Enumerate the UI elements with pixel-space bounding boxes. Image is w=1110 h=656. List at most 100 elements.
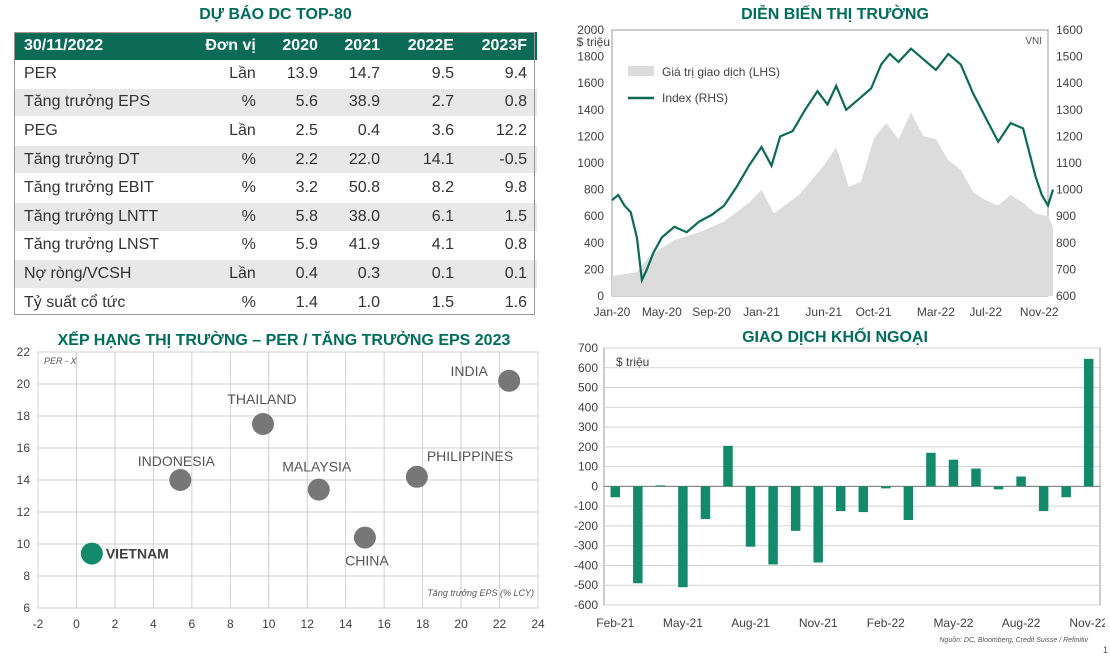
bubble-label: INDONESIA — [138, 453, 216, 469]
cell-label: Tăng trưởng LNTT — [14, 202, 188, 232]
right-tick-label: 1000 — [1056, 183, 1083, 197]
bubble-philippines — [405, 465, 428, 488]
right-tick-label: 800 — [1056, 236, 1076, 250]
foreign-bar — [813, 486, 823, 563]
cell-label: Tăng trưởng DT — [14, 145, 188, 175]
bubble-thailand — [252, 413, 274, 435]
left-tick-label: 2000 — [577, 23, 604, 37]
market-trend-chart: 0 200 400 600 800 1000 1200 1400 1600 1800 2000 600… — [577, 23, 1083, 319]
y-tick-label: 600 — [578, 361, 598, 375]
left-tick-label: 1200 — [577, 129, 604, 143]
cell-y2022e: 6.1 — [389, 202, 464, 232]
left-tick-label: 1400 — [577, 103, 604, 117]
foreign-bar — [1061, 486, 1071, 498]
x-tick-label: Aug-21 — [731, 616, 770, 630]
foreign-bar — [768, 486, 778, 565]
cell-label: Tăng trưởng LNST — [14, 231, 188, 261]
cell-y2020: 13.9 — [265, 60, 328, 89]
x-tick-label: Jun-21 — [805, 305, 842, 319]
cell-unit: % — [187, 145, 266, 175]
left-tick-label: 0 — [597, 289, 604, 303]
cell-unit: Lần — [187, 60, 266, 89]
cell-y2023f: 0.8 — [463, 231, 537, 261]
cell-unit: % — [187, 88, 266, 118]
y-tick-label: -600 — [574, 598, 598, 612]
x-tick-label: 20 — [454, 617, 468, 630]
x-tick-label: Nov-21 — [799, 616, 838, 630]
y-tick-label: -500 — [574, 578, 598, 592]
cell-y2020: 2.5 — [265, 116, 328, 146]
foreign-bar — [678, 486, 688, 588]
foreign-chart-title: GIAO DỊCH KHỐI NGOẠI — [742, 329, 928, 346]
x-tick-label: Jul-22 — [969, 305, 1002, 319]
trading-value-area — [612, 112, 1053, 296]
y-tick-label: 6 — [23, 601, 30, 615]
cell-label: Tỷ suất cổ tức — [14, 288, 188, 318]
cell-y2023f: 12.2 — [463, 116, 537, 146]
foreign-bar — [723, 445, 733, 487]
cell-unit: % — [187, 288, 266, 318]
cell-y2022e: 14.1 — [389, 145, 464, 175]
cell-y2023f: 0.1 — [463, 259, 537, 289]
x-tick-label: 16 — [377, 617, 391, 630]
market-chart-title: DIỄN BIẾN THỊ TRƯỜNG — [741, 6, 929, 23]
cell-y2020: 5.8 — [265, 202, 328, 232]
y-tick-label: 18 — [17, 409, 31, 423]
left-tick-label: 1800 — [577, 50, 604, 64]
forecast-header-row: 30/11/2022 Đơn vị 2020 2021 2022E 2023F — [14, 32, 537, 60]
foreign-trading-chart: -600 -500 -400 -300 -200 -100 0 100 200 300 400 500… — [574, 341, 1105, 630]
table-row: Tăng trưởng EBIT% 3.2 50.8 8.2 9.8 — [14, 173, 537, 203]
cell-y2023f: 9.8 — [463, 173, 537, 203]
foreign-bar — [858, 486, 869, 513]
right-tick-label: 1500 — [1056, 50, 1083, 64]
x-tick-label: 12 — [301, 617, 315, 630]
cell-y2022e: 4.1 — [389, 231, 464, 261]
page-number: 1 — [1102, 645, 1108, 655]
cell-y2023f: 1.6 — [463, 288, 537, 318]
table-row: Tăng trưởng DT% 2.2 22.0 14.1 -0.5 — [14, 145, 537, 175]
y-tick-label: 8 — [23, 569, 30, 583]
y-tick-label: 12 — [17, 505, 31, 519]
y-tick-label: 500 — [578, 381, 598, 395]
y-tick-label: -300 — [574, 539, 598, 553]
y-axis-title: PER - X — [44, 356, 78, 366]
cell-label: Nợ ròng/VCSH — [14, 259, 188, 289]
cell-y2020: 2.2 — [265, 145, 328, 175]
bubble-label: PHILIPPINES — [427, 448, 513, 464]
bubble-vietnam — [80, 542, 103, 565]
table-row: Tăng trưởng LNST% 5.9 41.9 4.1 0.8 — [14, 231, 537, 261]
table-row: PER Lần 13.9 14.7 9.5 9.4 — [14, 60, 537, 89]
foreign-bar — [610, 486, 621, 498]
source-note: Nguồn: DC, Bloomberg, Credit Suisse / Re… — [939, 637, 1088, 644]
right-tick-label: 700 — [1056, 262, 1076, 276]
bubble-indonesia — [169, 469, 192, 491]
left-tick-label: 600 — [584, 209, 604, 223]
x-tick-label: Nov-22 — [1020, 305, 1059, 319]
cell-y2020: 5.6 — [265, 88, 328, 118]
x-tick-label: -2 — [33, 617, 44, 630]
foreign-bar — [971, 468, 981, 487]
x-tick-label: May-21 — [663, 616, 703, 630]
x-tick-label: 8 — [227, 617, 234, 630]
legend-line-label: Index (RHS) — [662, 91, 728, 105]
cell-y2021: 22.0 — [327, 145, 390, 175]
bubble-label: VIETNAM — [106, 546, 169, 562]
header-unit: Đơn vị — [187, 32, 266, 60]
x-tick-label: Mar-22 — [917, 305, 955, 319]
foreign-bar — [790, 486, 801, 531]
foreign-bar — [948, 459, 959, 487]
table-row: Tăng trưởng EPS% 5.6 38.9 2.7 0.8 — [14, 88, 537, 118]
x-tick-label: May-22 — [933, 616, 973, 630]
foreign-bar — [745, 486, 756, 547]
foreign-bar — [1016, 476, 1026, 487]
y-axis-unit: $ triệu — [616, 355, 649, 369]
cell-label: PEG — [14, 116, 188, 146]
foreign-bar — [655, 485, 666, 487]
x-tick-label: 24 — [531, 617, 545, 630]
x-tick-label: Jan-21 — [743, 305, 780, 319]
cell-label: Tăng trưởng EPS — [14, 88, 188, 118]
legend-area-label: Giá trị giao dịch (LHS) — [662, 65, 780, 79]
cell-y2022e: 2.7 — [389, 88, 464, 118]
y-tick-label: 16 — [17, 441, 31, 455]
bubble-label: INDIA — [450, 363, 488, 379]
